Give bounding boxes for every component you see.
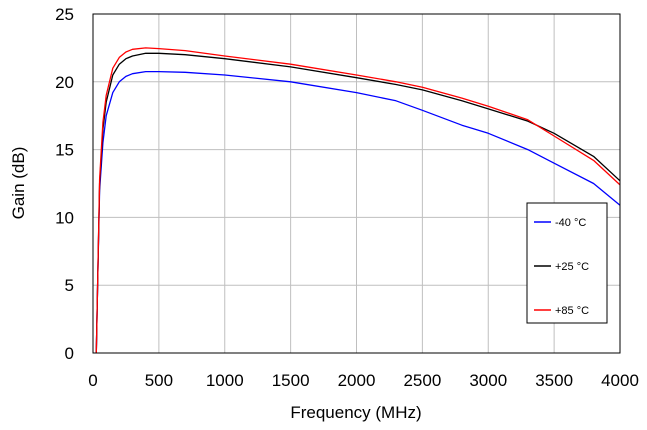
x-tick-label: 2000 [338, 371, 376, 390]
y-tick-label: 15 [55, 141, 74, 160]
legend-label: +25 °C [555, 261, 589, 273]
y-tick-label: 20 [55, 73, 74, 92]
plot-frame [92, 13, 621, 354]
x-tick-label: 4000 [601, 371, 639, 390]
legend-label: -40 °C [555, 217, 586, 229]
series-line-2 [95, 47, 621, 354]
x-tick-label: 2500 [403, 371, 441, 390]
series-line-1 [95, 52, 621, 354]
legend: -40 °C +25 °C +85 °C [526, 202, 608, 324]
y-tick-label: 10 [55, 208, 74, 227]
y-tick-label: 25 [55, 5, 74, 24]
x-tick-label: 3000 [469, 371, 507, 390]
series-layer [95, 47, 621, 354]
tick-layer: 0 500 1000 1500 2000 2500 3000 3500 4000 0 5 10 15 20… [55, 5, 639, 390]
x-axis-label: Frequency (MHz) [290, 403, 421, 422]
y-tick-label: 5 [65, 276, 74, 295]
legend-box [526, 202, 608, 324]
x-tick-label: 0 [88, 371, 97, 390]
y-axis-label: Gain (dB) [9, 147, 28, 220]
x-tick-label: 500 [145, 371, 173, 390]
x-tick-label: 1000 [206, 371, 244, 390]
y-tick-label: 0 [65, 344, 74, 363]
series-line-0 [95, 70, 621, 354]
legend-label: +85 °C [555, 305, 589, 317]
x-tick-label: 1500 [272, 371, 310, 390]
x-tick-label: 3500 [535, 371, 573, 390]
